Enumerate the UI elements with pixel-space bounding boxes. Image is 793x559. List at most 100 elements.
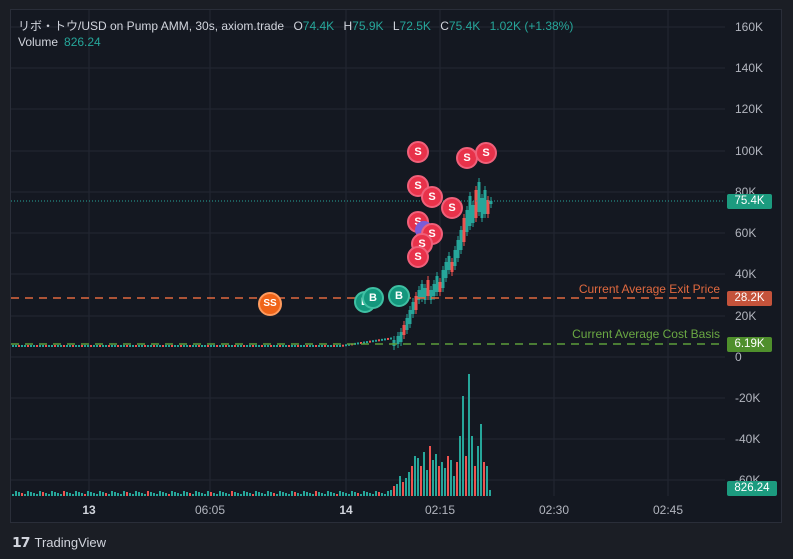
candle bbox=[12, 345, 14, 347]
sell-sell-marker[interactable]: SS bbox=[258, 292, 282, 316]
candle bbox=[435, 276, 439, 292]
candle bbox=[228, 345, 230, 347]
candle bbox=[392, 340, 396, 346]
candle bbox=[15, 345, 17, 347]
candle bbox=[207, 345, 209, 347]
volume-bar bbox=[216, 494, 218, 496]
volume-bar bbox=[177, 493, 179, 496]
sell-marker[interactable]: S bbox=[475, 142, 497, 164]
candle bbox=[315, 345, 317, 347]
volume-bar bbox=[174, 492, 176, 496]
candle bbox=[294, 345, 296, 347]
candle bbox=[279, 345, 281, 347]
volume-bar bbox=[294, 492, 296, 496]
volume-bar bbox=[360, 494, 362, 496]
volume-bar bbox=[27, 491, 29, 496]
volume-bar bbox=[84, 494, 86, 496]
volume-bar bbox=[396, 484, 398, 496]
candle bbox=[300, 345, 302, 347]
volume-bar bbox=[309, 493, 311, 496]
volume-bar bbox=[144, 494, 146, 496]
candle bbox=[324, 345, 326, 347]
ohlc-legend: リボ・トウ/USD on Pump AMM, 30s, axiom.trade … bbox=[18, 17, 573, 34]
volume-bar bbox=[228, 494, 230, 496]
volume-tag: 826.24 bbox=[727, 481, 777, 496]
volume-bar bbox=[243, 491, 245, 496]
sell-marker[interactable]: S bbox=[456, 147, 478, 169]
candle bbox=[204, 345, 206, 347]
volume-bar bbox=[330, 492, 332, 496]
volume-bar bbox=[105, 493, 107, 496]
candle bbox=[90, 345, 92, 347]
price-axis-label: -40K bbox=[735, 432, 761, 446]
volume-bar bbox=[489, 490, 491, 496]
volume-bar bbox=[12, 494, 14, 496]
candle bbox=[240, 345, 242, 347]
sell-marker[interactable]: S bbox=[407, 141, 429, 163]
candle bbox=[114, 345, 116, 347]
volume-bar bbox=[423, 452, 425, 496]
volume-bar bbox=[78, 492, 80, 496]
volume-bar bbox=[264, 494, 266, 496]
candle bbox=[225, 345, 227, 347]
volume-bar bbox=[168, 494, 170, 496]
sell-marker[interactable]: S bbox=[441, 197, 463, 219]
volume-bar bbox=[81, 493, 83, 496]
volume-bar bbox=[474, 466, 476, 496]
time-axis-label: 02:15 bbox=[424, 503, 456, 517]
candle bbox=[57, 345, 59, 347]
candle bbox=[39, 345, 41, 347]
tradingview-logo[interactable]: 𝟭𝟳 TradingView bbox=[12, 534, 106, 551]
volume-bar bbox=[240, 494, 242, 496]
candle bbox=[411, 302, 415, 314]
volume-bar bbox=[387, 491, 389, 496]
candle bbox=[360, 342, 362, 344]
candle bbox=[156, 345, 158, 347]
candle bbox=[441, 270, 445, 288]
candle bbox=[420, 284, 424, 298]
candle bbox=[291, 345, 293, 347]
volume-bar bbox=[471, 436, 473, 496]
candle bbox=[186, 345, 188, 347]
candle bbox=[444, 262, 448, 278]
volume-bar bbox=[120, 494, 122, 496]
volume-bar bbox=[462, 396, 464, 496]
sell-marker[interactable]: S bbox=[421, 186, 443, 208]
volume-legend: Volume 826.24 bbox=[18, 35, 101, 49]
candle bbox=[171, 345, 173, 347]
volume-bar bbox=[249, 493, 251, 496]
volume-bar bbox=[459, 436, 461, 496]
sell-marker[interactable]: S bbox=[407, 246, 429, 268]
candle bbox=[87, 345, 89, 347]
buy-marker[interactable]: B bbox=[388, 285, 410, 307]
volume-bar bbox=[48, 494, 50, 496]
candle bbox=[480, 198, 484, 218]
volume-bar bbox=[393, 486, 395, 496]
volume-bar bbox=[381, 493, 383, 496]
volume-bar bbox=[54, 492, 56, 496]
candle bbox=[78, 345, 80, 347]
candle bbox=[405, 318, 409, 330]
candle bbox=[201, 345, 203, 347]
candle bbox=[381, 338, 383, 341]
candle bbox=[189, 345, 191, 347]
volume-bar bbox=[66, 492, 68, 496]
candle bbox=[48, 345, 50, 347]
candle bbox=[135, 345, 137, 347]
candle bbox=[237, 345, 239, 347]
candle bbox=[306, 345, 308, 347]
candle bbox=[180, 345, 182, 347]
volume-bar bbox=[369, 493, 371, 496]
chart-panel[interactable] bbox=[10, 9, 782, 523]
candle bbox=[282, 345, 284, 347]
volume-bar bbox=[315, 491, 317, 496]
candle bbox=[276, 345, 278, 347]
candle bbox=[24, 345, 26, 347]
volume-bar bbox=[414, 456, 416, 496]
volume-bar bbox=[132, 494, 134, 496]
buy-marker[interactable]: B bbox=[362, 287, 384, 309]
volume-bar bbox=[417, 458, 419, 496]
volume-bar bbox=[324, 494, 326, 496]
volume-bar bbox=[483, 462, 485, 496]
